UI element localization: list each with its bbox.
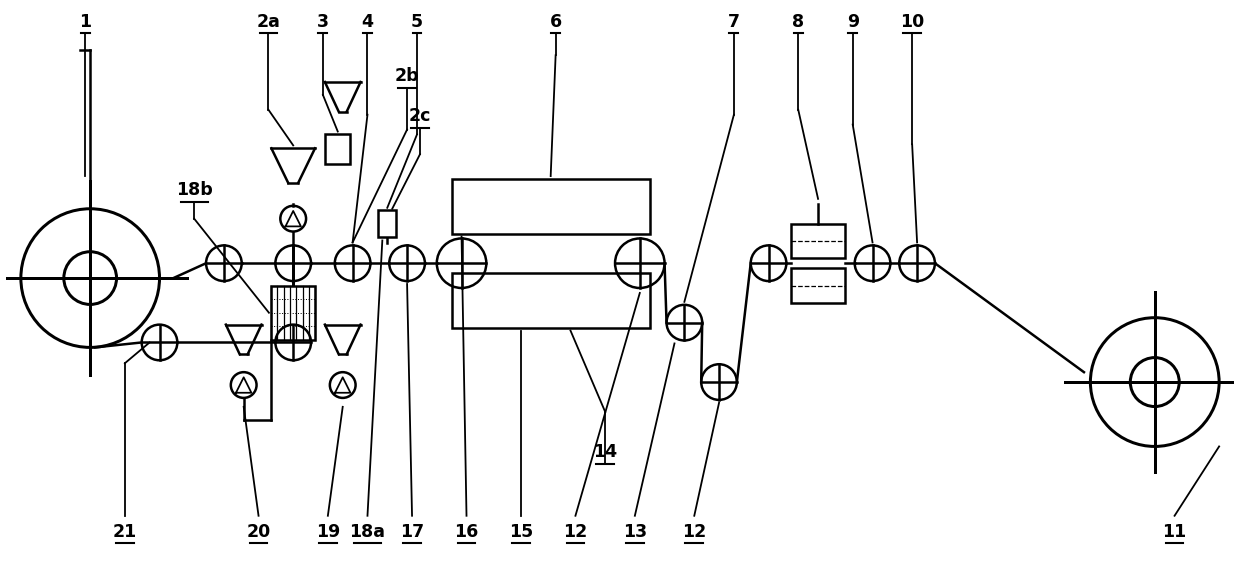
Text: 7: 7 xyxy=(728,13,740,30)
Text: 17: 17 xyxy=(401,523,424,540)
Text: 2a: 2a xyxy=(257,13,280,30)
Text: 15: 15 xyxy=(508,523,533,540)
Text: 9: 9 xyxy=(847,13,859,30)
Text: 2b: 2b xyxy=(394,67,419,85)
Bar xyxy=(791,268,846,303)
Text: 10: 10 xyxy=(900,13,924,30)
Text: 3: 3 xyxy=(317,13,329,30)
Text: 11: 11 xyxy=(1162,523,1187,540)
Text: 20: 20 xyxy=(247,523,270,540)
Bar xyxy=(791,223,846,258)
Text: 14: 14 xyxy=(593,444,618,461)
Text: 2c: 2c xyxy=(409,107,432,124)
Text: 21: 21 xyxy=(113,523,136,540)
Bar xyxy=(378,210,397,237)
Text: 18b: 18b xyxy=(176,181,212,199)
Bar xyxy=(325,135,350,164)
Bar xyxy=(270,285,315,340)
Bar xyxy=(451,179,650,234)
Text: 12: 12 xyxy=(682,523,707,540)
Text: 13: 13 xyxy=(622,523,647,540)
Text: 8: 8 xyxy=(792,13,805,30)
Text: 18a: 18a xyxy=(350,523,386,540)
Text: 19: 19 xyxy=(316,523,340,540)
Text: 4: 4 xyxy=(362,13,373,30)
Text: 12: 12 xyxy=(563,523,588,540)
Text: 1: 1 xyxy=(79,13,92,30)
Text: 6: 6 xyxy=(549,13,562,30)
Bar xyxy=(451,273,650,328)
Text: 5: 5 xyxy=(410,13,423,30)
Text: 16: 16 xyxy=(454,523,479,540)
